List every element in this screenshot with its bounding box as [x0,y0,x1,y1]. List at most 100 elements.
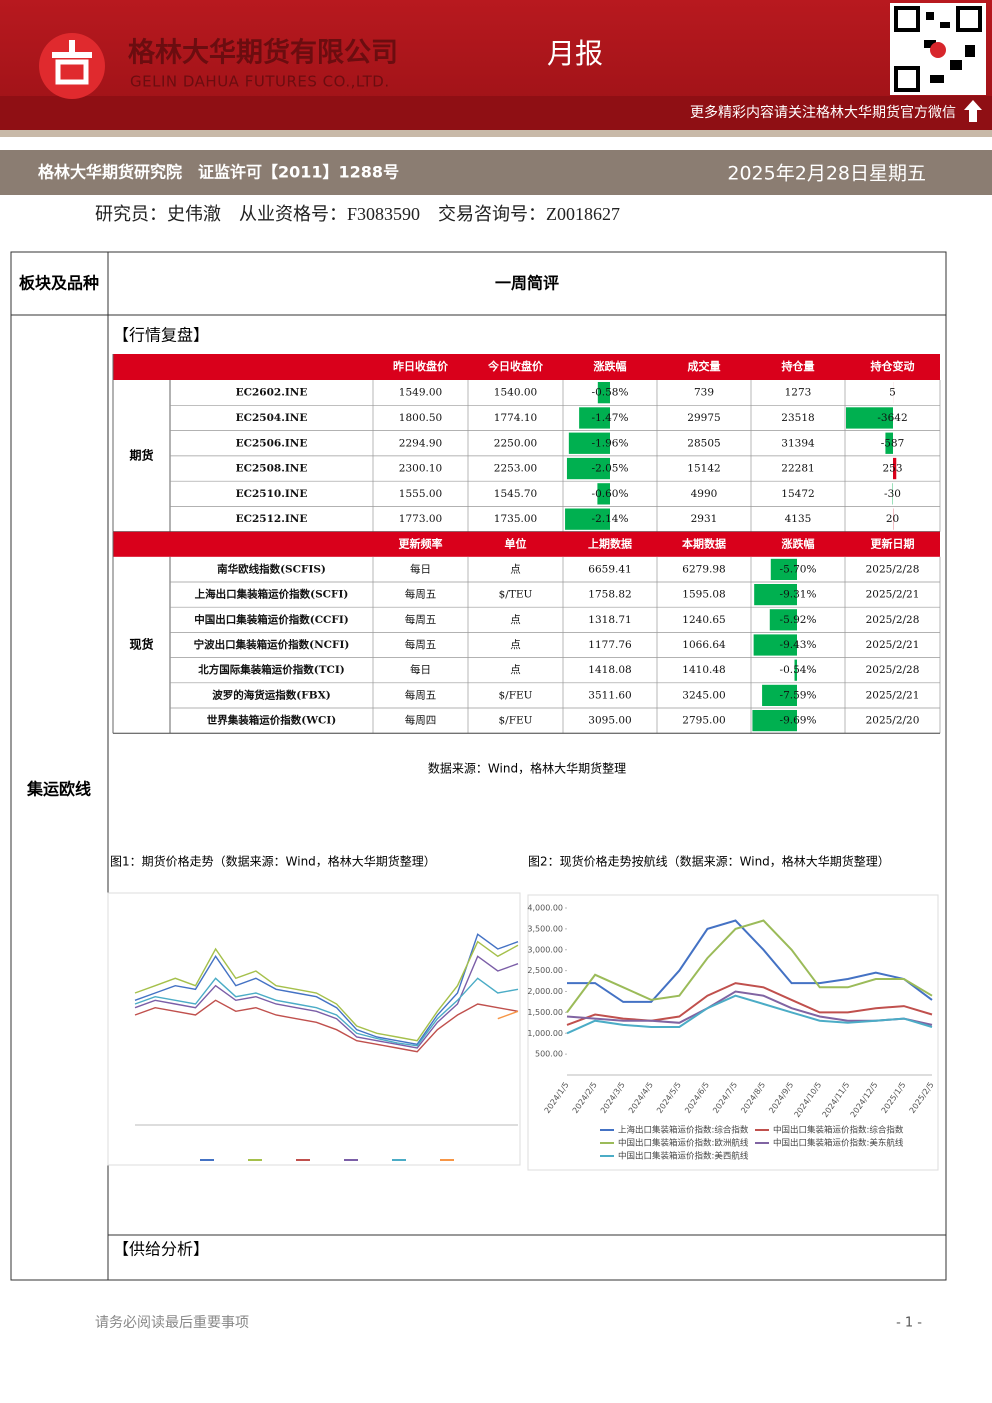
table-cell: $/FEU [498,689,532,701]
section-title: 【供给分析】 [113,1240,209,1259]
series-line [134,933,519,1046]
table-cell: 6659.41 [588,563,631,575]
table-cell: 2025/2/28 [866,563,920,575]
table-cell: 1735.00 [494,513,537,525]
table-cell: 4135 [785,513,812,525]
table-header-row [113,354,940,380]
y-tick-label: 2,000.00 [527,987,563,996]
data-bar [753,634,797,656]
table-cell: 2025/2/28 [866,614,920,626]
table-cell: 每周五 [405,638,437,651]
table-cell: -0.60% [592,488,629,500]
table-cell: 1773.00 [399,513,442,525]
table-header: 更新频率 [399,536,443,550]
table-cell: -587 [881,437,905,449]
table-cell: 1549.00 [399,387,442,399]
table-cell: -2.05% [592,463,629,475]
data-bar [885,432,893,454]
data-bar [579,407,610,429]
y-tick-label: 1,500.00 [527,1008,563,1017]
table-cell: 2025/2/21 [866,689,920,701]
table-cell: 20 [886,513,899,525]
table-cell: 1240.65 [682,614,725,626]
y-tick-label: 1,000.00 [527,1029,563,1038]
report-date: 2025年2月28日星期五 [727,163,926,185]
table-cell: 15142 [687,463,720,475]
table-cell: 南华欧线指数(SCFIS) [217,562,326,575]
table-cell: 3511.60 [588,689,631,701]
wechat-note: 更多精彩内容请关注格林大华期货官方微信 [690,104,956,121]
table-header-row [113,531,940,557]
table-cell: 1540.00 [494,387,537,399]
table-cell: 1595.08 [682,589,725,601]
table-header: 成交量 [688,359,721,373]
data-bar [754,584,797,606]
section-title: 【行情复盘】 [113,326,209,345]
table-header: 单位 [505,536,527,550]
table-header: 更新日期 [871,536,915,550]
table-cell: 3095.00 [588,715,631,727]
subheader-band [0,150,992,195]
table-cell: 2795.00 [682,715,725,727]
table-cell: 28505 [687,437,720,449]
series-line [566,994,933,1035]
company-name-en: GELIN DAHUA FUTURES CO.,LTD. [130,73,390,91]
series-line [134,977,519,1047]
table-cell: 2250.00 [494,437,537,449]
table-cell: -9.43% [780,639,817,651]
y-tick-label: 500.00 [535,1050,563,1059]
table-header: 涨跌幅 [594,359,627,373]
table-cell: -5.92% [780,614,817,626]
table-cell: 23518 [781,412,814,424]
logo [39,33,105,99]
header-rule [0,130,992,137]
table-cell: -3642 [877,412,907,424]
data-bar [770,558,797,580]
table-cell: 1177.76 [588,639,632,651]
table-cell: 宁波出口集装箱运价指数(NCFI) [194,638,350,651]
table-cell: 253 [882,463,902,475]
table-cell: 1758.82 [588,589,631,601]
table-cell: EC2602.INE [236,387,308,399]
table-header: 今日收盘价 [487,359,544,373]
table-cell: 每日 [410,663,431,676]
column-header: 板块及品种 [19,274,99,293]
table-cell: -30 [884,488,901,500]
table-cell: 上海出口集装箱运价指数(SCFI) [195,588,349,601]
company-name: 格林大华期货有限公司 [128,37,398,69]
figure-caption: 图1：期货价格走势（数据来源：Wind，格林大华期货整理） [110,854,436,869]
table-cell: 2294.90 [399,437,442,449]
table-cell: 15472 [781,488,814,500]
legend-label: 中国出口集装箱运价指数:美东航线 [773,1138,904,1149]
table-header: 上期数据 [588,536,632,550]
table-cell: 每日 [410,562,431,575]
institute: 格林大华期货研究院 证监许可【2011】1288号 [38,163,399,182]
table-cell: 1555.00 [399,488,442,500]
table-cell: 2025/2/21 [866,589,920,601]
table-header: 本期数据 [682,536,726,550]
table-cell: -1.96% [592,437,629,449]
table-cell: 1066.64 [682,639,726,651]
series-line [566,919,933,1013]
series-line [566,982,933,1026]
table-cell: $/FEU [498,715,532,727]
table-cell: 2253.00 [494,463,537,475]
table-cell: EC2510.INE [236,488,308,500]
table-cell: 每周五 [405,613,437,626]
table-cell: 每周五 [405,588,437,601]
table-header: 涨跌幅 [782,536,815,550]
data-bar [846,407,893,429]
table-cell: 北方国际集装箱运价指数(TCI) [198,663,345,676]
figure-frame [107,892,521,1166]
category-label: 集运欧线 [26,780,91,799]
data-bar [769,609,797,631]
table-cell: 点 [510,664,521,676]
table-header: 持仓变动 [871,359,915,373]
data-source: 数据来源：Wind，格林大华期货整理 [428,761,626,776]
column-header: 一周简评 [495,274,559,293]
table-cell: 1545.70 [494,488,537,500]
data-bar [566,457,610,480]
table-cell: 4990 [691,488,718,500]
table-cell: 点 [510,639,521,651]
legend-label: 中国出口集装箱运价指数:美西航线 [618,1151,749,1162]
